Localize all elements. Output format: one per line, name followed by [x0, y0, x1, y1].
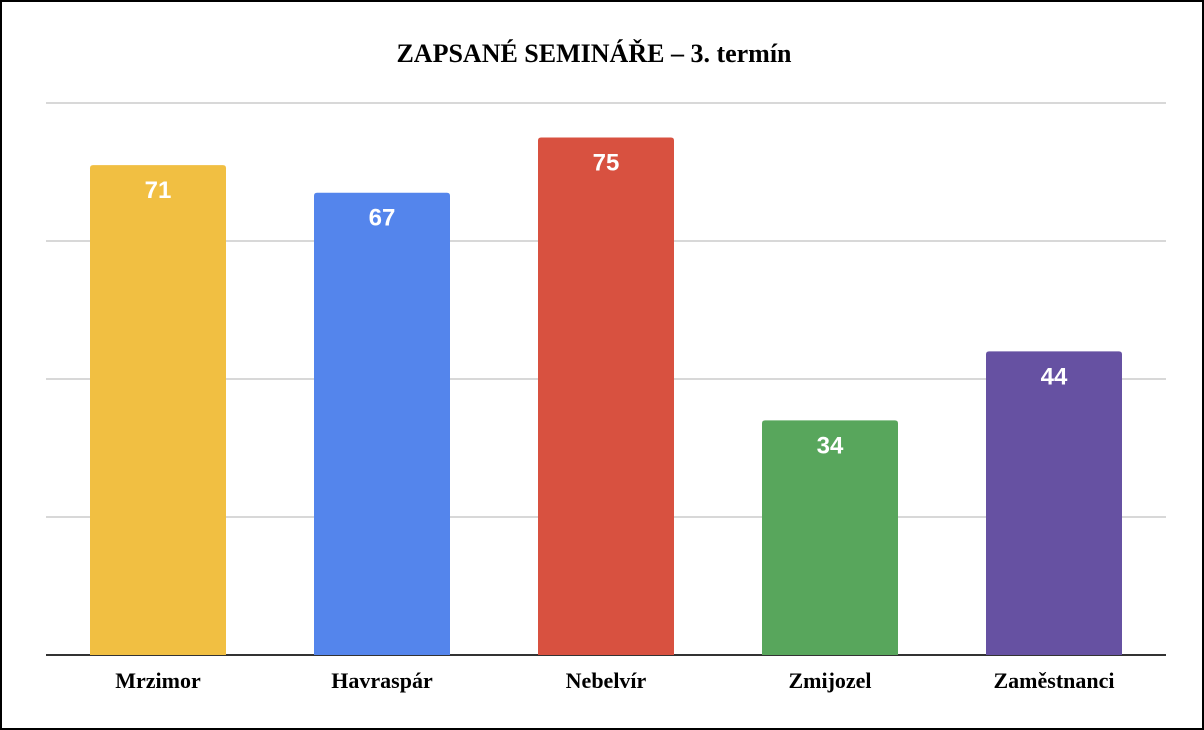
category-label-nebelvír: Nebelvír [566, 668, 647, 693]
bars [90, 137, 1122, 655]
bar-havraspár [314, 192, 450, 655]
bar-zaměstnanci [986, 351, 1122, 655]
value-label-nebelvír: 75 [593, 150, 620, 177]
category-labels: Mrzimor Havraspár Nebelvír Zmijozel Zaměstna… [115, 668, 1114, 693]
bar-zmijozel [762, 420, 898, 655]
bar-nebelvír [538, 137, 674, 655]
value-labels: 71 67 75 34 44 [145, 150, 1068, 460]
chart-title: ZAPSANÉ SEMINÁŘE – 3. termín [396, 39, 792, 68]
category-label-havraspár: Havraspár [331, 668, 433, 693]
bar-mrzimor [90, 165, 226, 655]
category-label-mrzimor: Mrzimor [115, 668, 201, 693]
category-label-zaměstnanci: Zaměstnanci [994, 668, 1115, 693]
value-label-havraspár: 67 [369, 205, 396, 232]
value-label-zmijozel: 34 [817, 432, 844, 459]
category-label-zmijozel: Zmijozel [788, 668, 871, 693]
value-label-mrzimor: 71 [145, 177, 172, 204]
value-label-zaměstnanci: 44 [1041, 363, 1068, 390]
